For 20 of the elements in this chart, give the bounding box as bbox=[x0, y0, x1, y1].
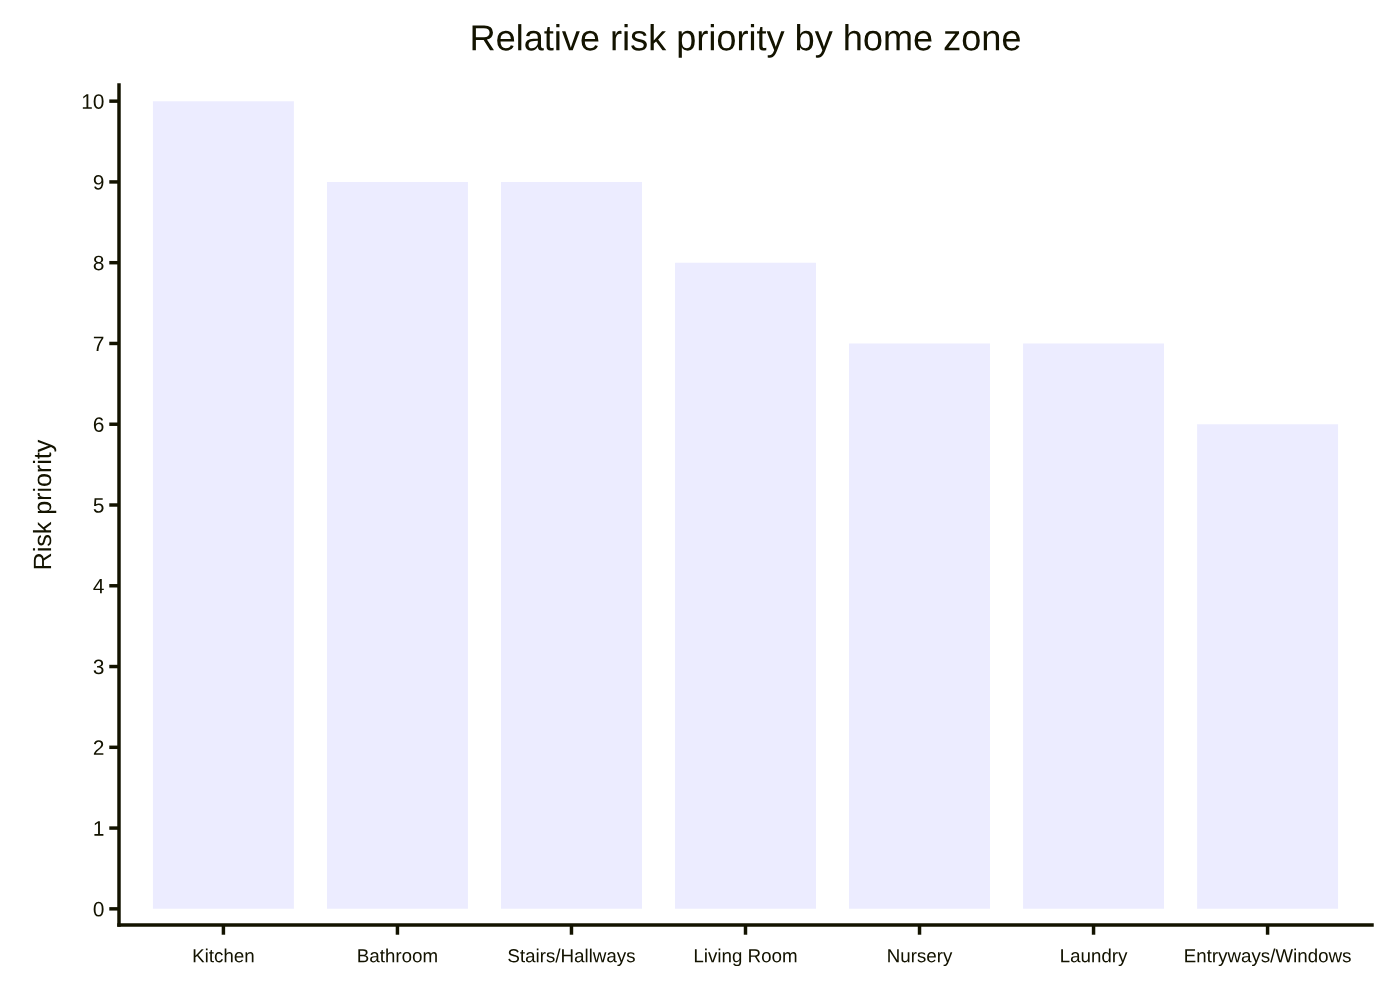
chart-title: Relative risk priority by home zone bbox=[472, 24, 1020, 58]
y-tick-label: 9 bbox=[93, 174, 104, 190]
x-tick-label: Entryways/Windows bbox=[1185, 948, 1351, 967]
y-tick-label: 3 bbox=[93, 659, 104, 675]
y-tick-label: 7 bbox=[93, 336, 104, 352]
x-tick-label: Kitchen bbox=[193, 948, 254, 963]
y-tick-label: 10 bbox=[82, 94, 104, 109]
y-tick-label: 4 bbox=[93, 578, 104, 594]
y-tick-label: 0 bbox=[93, 901, 104, 917]
y-tick-label: 8 bbox=[93, 255, 104, 271]
y-axis-title: Risk priority bbox=[32, 439, 57, 569]
y-tick-label: 2 bbox=[93, 740, 104, 755]
y-tick-label: 5 bbox=[93, 498, 104, 513]
x-tick-label: Laundry bbox=[1061, 948, 1128, 967]
x-tick-label: Stairs/Hallways bbox=[508, 948, 635, 967]
x-tick-label: Living Room bbox=[694, 948, 797, 967]
y-tick-label: 6 bbox=[93, 417, 104, 432]
x-tick-label: Nursery bbox=[888, 949, 953, 967]
x-tick-label: Bathroom bbox=[358, 948, 437, 963]
y-tick-label: 1 bbox=[94, 821, 104, 836]
